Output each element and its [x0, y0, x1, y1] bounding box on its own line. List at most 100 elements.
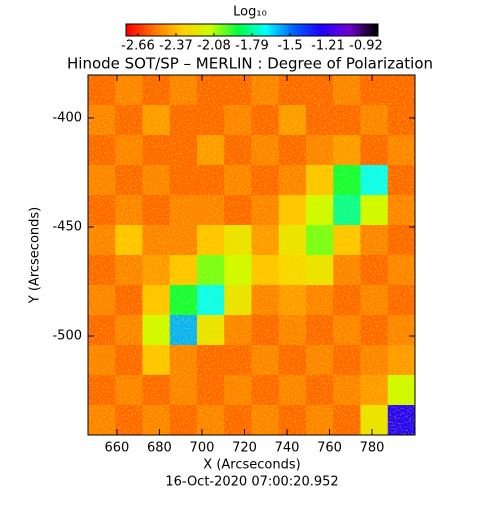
y-tick-label: -400 — [52, 110, 82, 125]
colorbar-swatch — [261, 24, 265, 36]
colorbar-swatch — [129, 24, 133, 36]
x-tick-label: 760 — [317, 441, 342, 456]
x-tick-label: 780 — [360, 441, 385, 456]
colorbar-swatch — [219, 24, 223, 36]
colorbar-swatch — [147, 24, 151, 36]
colorbar-swatch — [321, 24, 325, 36]
colorbar-swatch — [267, 24, 271, 36]
colorbar-swatch — [192, 24, 196, 36]
colorbar-swatch — [354, 24, 358, 36]
colorbar-swatch — [234, 24, 238, 36]
colorbar-swatch — [168, 24, 172, 36]
colorbar-swatch — [153, 24, 157, 36]
colorbar-swatch — [360, 24, 364, 36]
colorbar-label: Log₁₀ — [233, 5, 267, 20]
colorbar-swatch — [363, 24, 367, 36]
colorbar-tick-label: -2.66 — [121, 39, 155, 54]
colorbar-swatch — [228, 24, 232, 36]
colorbar-swatch — [300, 24, 304, 36]
colorbar-swatch — [240, 24, 244, 36]
colorbar-swatch — [183, 24, 187, 36]
colorbar-swatch — [270, 24, 274, 36]
colorbar-swatch — [135, 24, 139, 36]
colorbar-swatch — [195, 24, 199, 36]
colorbar-swatch — [315, 24, 319, 36]
colorbar-swatch — [342, 24, 346, 36]
x-tick-label: 740 — [275, 441, 300, 456]
colorbar-swatch — [159, 24, 163, 36]
colorbar-swatch — [309, 24, 313, 36]
colorbar-swatch — [222, 24, 226, 36]
colorbar-tick-label: -1.79 — [235, 39, 269, 54]
colorbar-swatch — [201, 24, 205, 36]
colorbar-swatch — [252, 24, 256, 36]
colorbar-swatch — [303, 24, 307, 36]
colorbar-swatch — [351, 24, 355, 36]
colorbar-swatch — [312, 24, 316, 36]
colorbar-swatch — [258, 24, 262, 36]
colorbar-swatch — [126, 24, 130, 36]
plot-frame — [87, 74, 416, 436]
colorbar-swatch — [282, 24, 286, 36]
colorbar-swatch — [210, 24, 214, 36]
colorbar-swatch — [264, 24, 268, 36]
colorbar-swatch — [243, 24, 247, 36]
colorbar-swatch — [174, 24, 178, 36]
colorbar-swatch — [330, 24, 334, 36]
colorbar-swatch — [318, 24, 322, 36]
colorbar-swatch — [285, 24, 289, 36]
colorbar-swatch — [141, 24, 145, 36]
colorbar-swatch — [306, 24, 310, 36]
colorbar-tick-label: -1.5 — [277, 39, 302, 54]
colorbar-swatch — [186, 24, 190, 36]
colorbar-swatch — [144, 24, 148, 36]
colorbar-swatch — [276, 24, 280, 36]
colorbar-swatch — [237, 24, 241, 36]
colorbar-swatch — [375, 24, 379, 36]
y-tick-label: -450 — [52, 219, 82, 234]
colorbar-swatch — [366, 24, 370, 36]
colorbar-swatch — [132, 24, 136, 36]
colorbar-swatch — [165, 24, 169, 36]
chart-title: Hinode SOT/SP – MERLIN : Degree of Polar… — [67, 55, 433, 73]
x-tick-label: 700 — [190, 441, 215, 456]
y-axis-label: Y (Arcseconds) — [28, 207, 43, 304]
colorbar-swatch — [171, 24, 175, 36]
y-tick-label: -500 — [52, 329, 82, 344]
colorbar-swatch — [180, 24, 184, 36]
x-tick-label: 720 — [232, 441, 257, 456]
texture — [88, 75, 415, 435]
colorbar-swatch — [162, 24, 166, 36]
x-axis-label: X (Arcseconds) — [203, 458, 300, 473]
colorbar-tick-label: -2.37 — [159, 39, 193, 54]
colorbar-swatch — [249, 24, 253, 36]
colorbar-swatch — [357, 24, 361, 36]
colorbar-swatch — [369, 24, 373, 36]
colorbar-swatch — [189, 24, 193, 36]
colorbar-swatch — [231, 24, 235, 36]
colorbar-swatch — [336, 24, 340, 36]
colorbar-swatch — [273, 24, 277, 36]
colorbar-swatch — [291, 24, 295, 36]
colorbar-swatch — [177, 24, 181, 36]
colorbar-swatch — [138, 24, 142, 36]
colorbar-swatch — [198, 24, 202, 36]
colorbar-swatch — [156, 24, 160, 36]
colorbar-swatch — [204, 24, 208, 36]
colorbar-swatch — [255, 24, 259, 36]
x-tick-label: 680 — [147, 441, 172, 456]
colorbar-swatch — [372, 24, 376, 36]
colorbar-swatch — [288, 24, 292, 36]
colorbar-swatch — [225, 24, 229, 36]
x-tick-label: 660 — [105, 441, 130, 456]
colorbar-swatch — [345, 24, 349, 36]
colorbar-tick-label: -1.21 — [311, 39, 345, 54]
colorbar-swatch — [324, 24, 328, 36]
colorbar-swatch — [297, 24, 301, 36]
colorbar-swatch — [327, 24, 331, 36]
footer: 16-Oct-2020 07:00:20.952 — [165, 475, 338, 490]
colorbar-swatch — [213, 24, 217, 36]
colorbar-swatch — [246, 24, 250, 36]
colorbar-swatch — [294, 24, 298, 36]
